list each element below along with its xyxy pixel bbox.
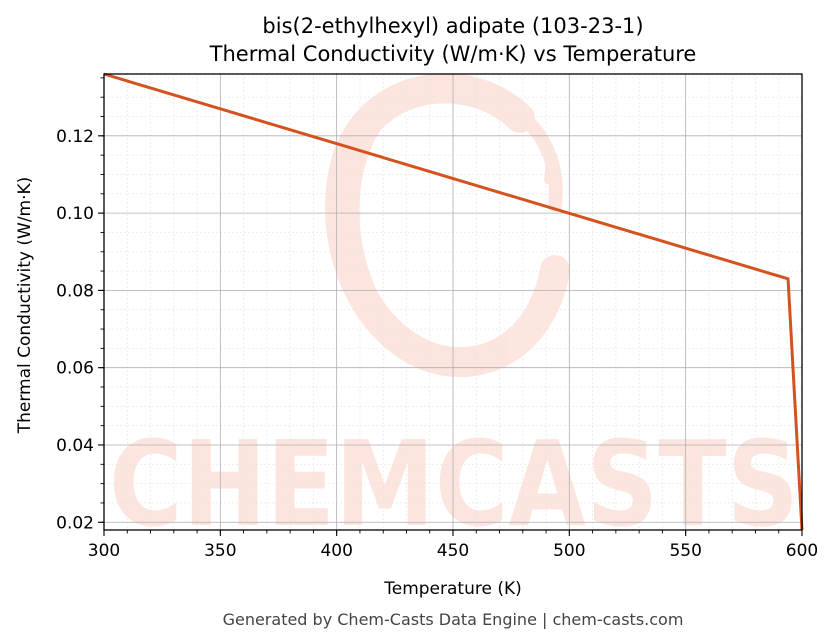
x-tick-label: 300 [88,541,120,561]
watermark: CHEMCASTS [109,73,799,553]
x-tick-label: 350 [204,541,236,561]
tick-labels: 300 350 400 450 500 550 600 0.02 0.04 0.06 0.08 0.1… [56,127,818,561]
axis-ticks [98,77,803,536]
x-tick-label: 600 [786,541,818,561]
y-tick-label: 0.08 [56,281,94,301]
watermark-swirl-logo [325,73,570,377]
footer-credit: Generated by Chem-Casts Data Engine | ch… [223,610,684,629]
y-tick-label: 0.04 [56,436,94,456]
y-tick-label: 0.12 [56,127,94,147]
x-tick-label: 550 [669,541,701,561]
x-axis-label: Temperature (K) [383,579,522,599]
y-tick-label: 0.02 [56,513,94,533]
thermal-conductivity-line [103,72,804,531]
watermark-text: CHEMCASTS [109,415,799,553]
x-tick-label: 500 [553,541,585,561]
chart-title: bis(2-ethylhexyl) adipate (103-23-1) [262,14,643,38]
plot-series [103,72,804,531]
chart-subtitle: Thermal Conductivity (W/m·K) vs Temperat… [209,42,697,66]
y-tick-label: 0.10 [56,204,94,224]
y-axis-label: Thermal Conductivity (W/m·K) [15,177,35,435]
y-tick-label: 0.06 [56,359,94,379]
x-tick-label: 450 [437,541,469,561]
x-tick-label: 400 [320,541,352,561]
